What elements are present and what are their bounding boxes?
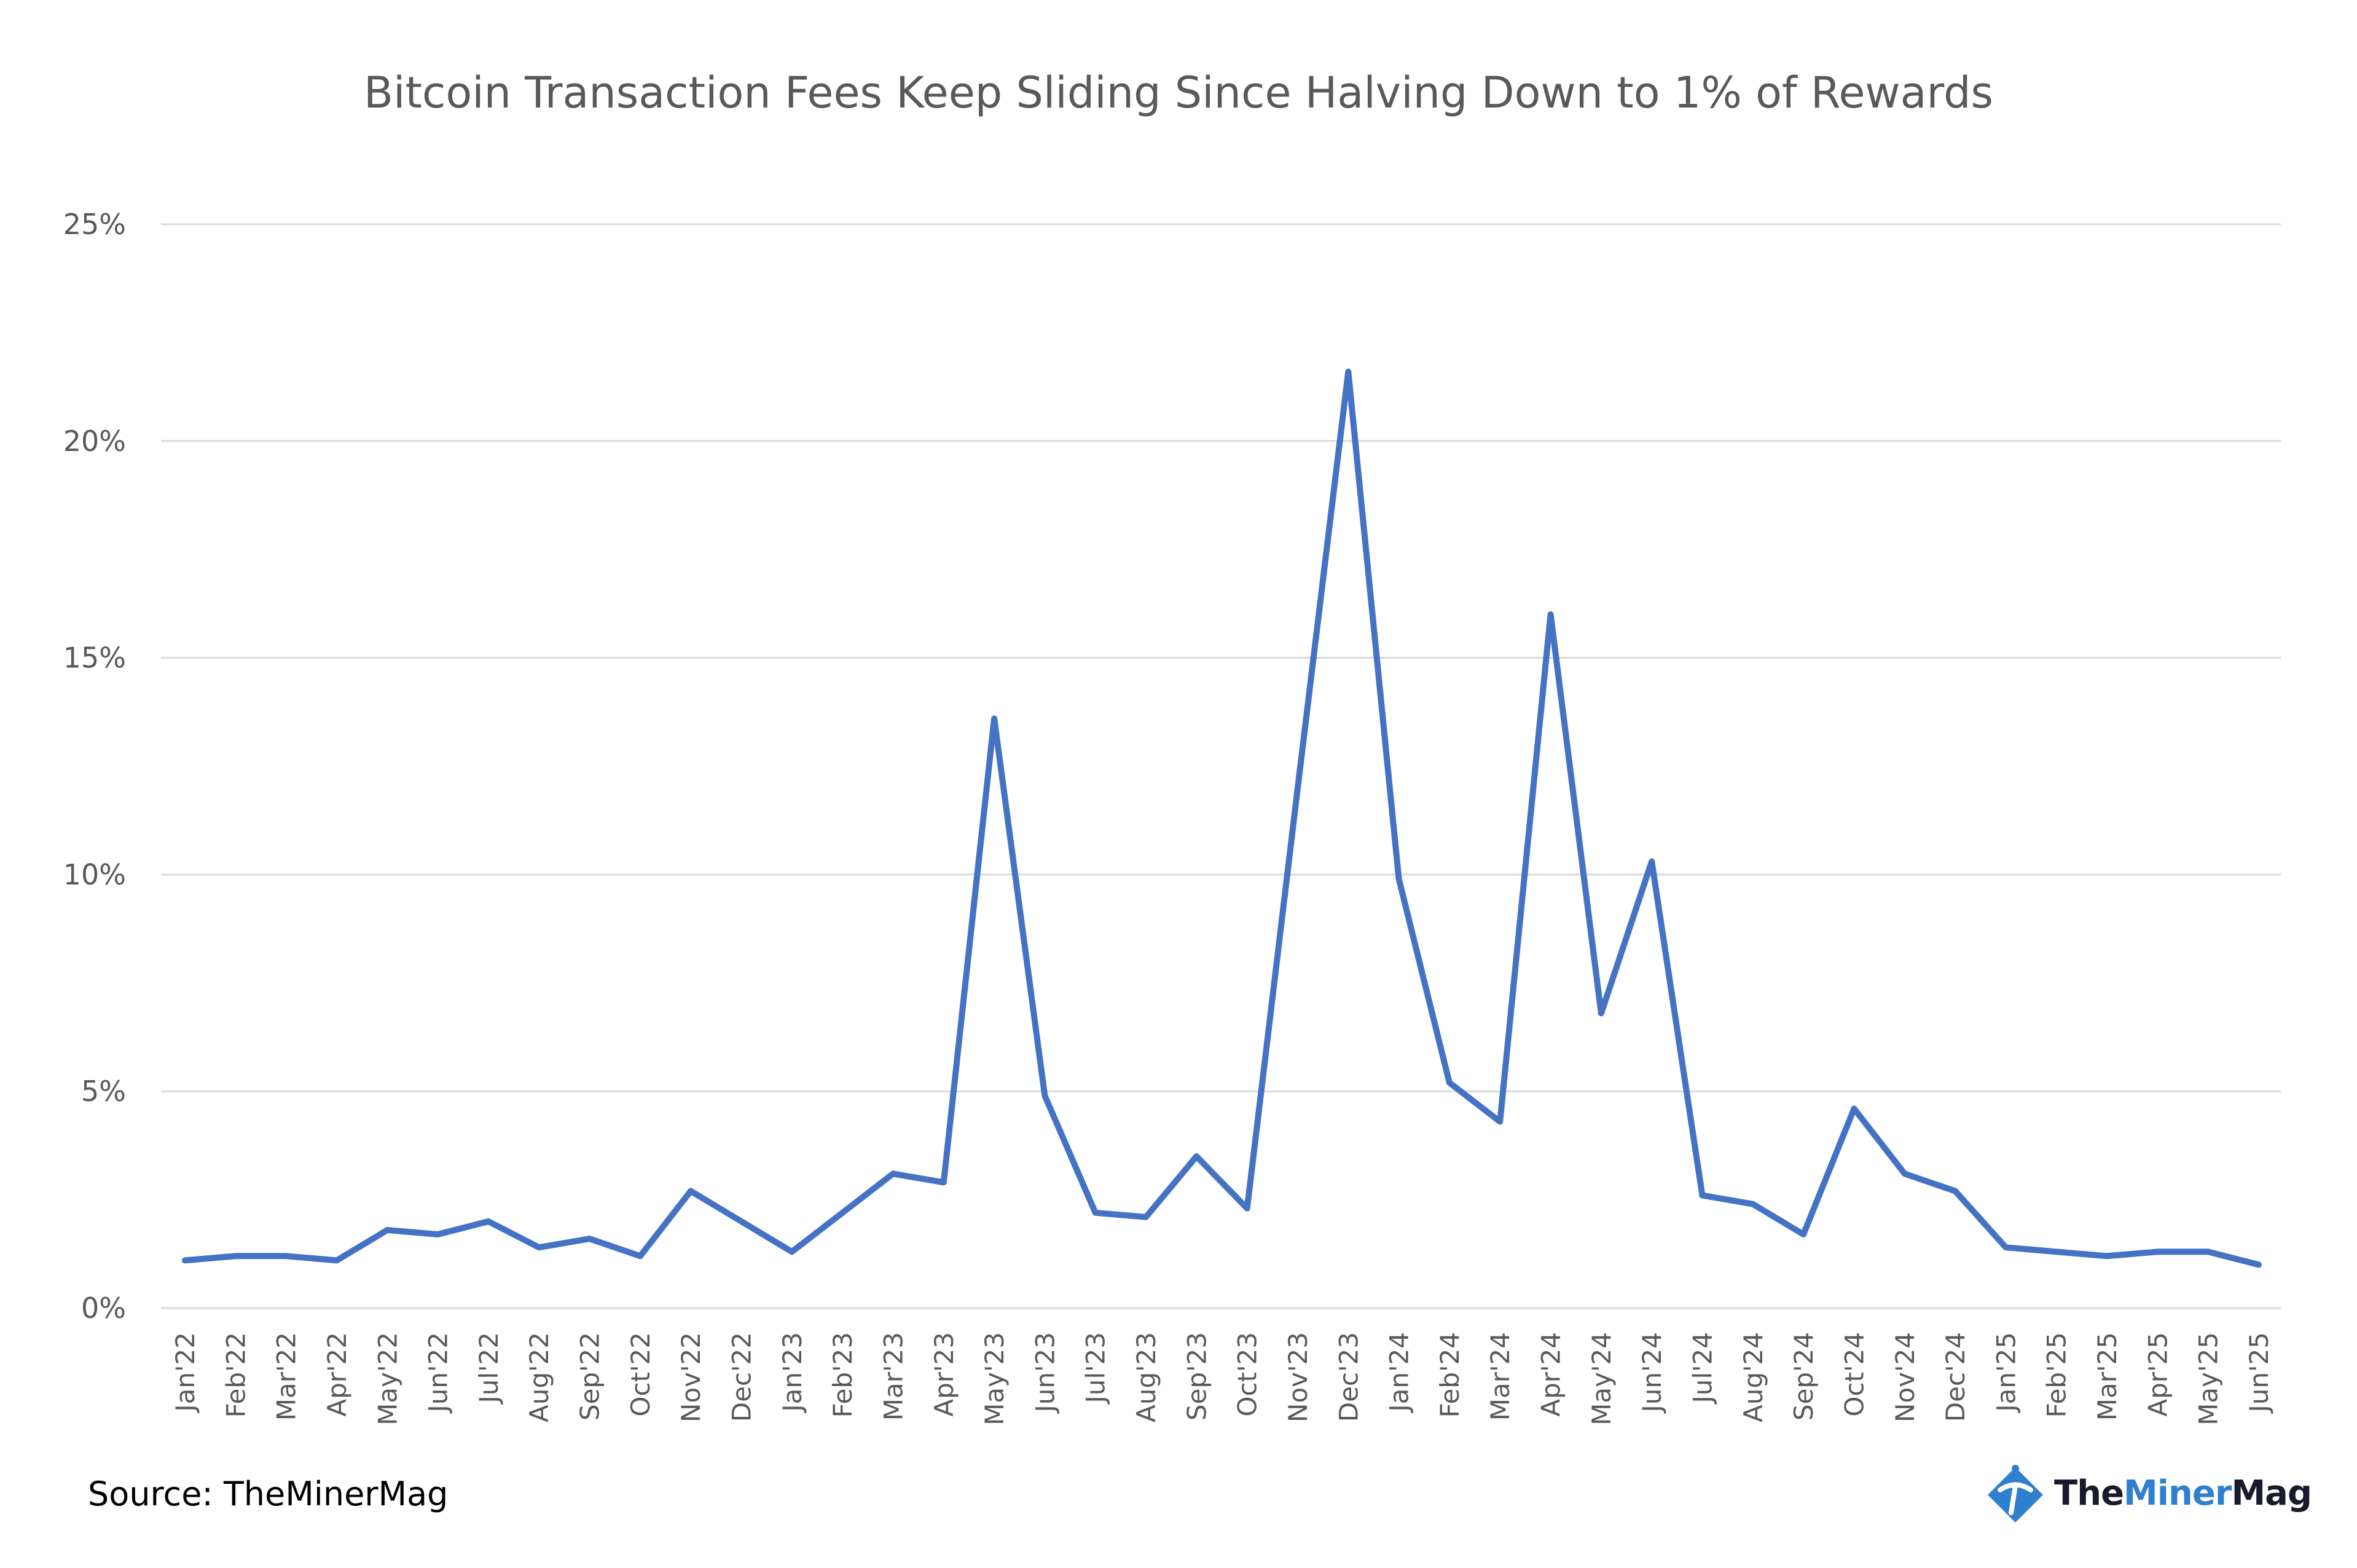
x-tick-label: Jul'23 (1081, 1332, 1111, 1405)
pickaxe-logo-icon (1988, 1465, 2043, 1523)
x-tick-label: Jun'25 (2244, 1332, 2274, 1414)
x-tick-label: Jan'22 (170, 1332, 200, 1414)
x-tick-label: Aug'23 (1131, 1332, 1161, 1422)
y-tick-label: 10% (63, 858, 126, 891)
y-tick-label: 15% (63, 641, 126, 675)
y-axis: 0% 5% 10% 15% 20% 25% (63, 208, 126, 1325)
brand-part-2: Miner (2124, 1473, 2232, 1513)
x-tick-label: May'24 (1586, 1332, 1617, 1425)
brand-part-3: Mag (2231, 1473, 2312, 1513)
x-tick-label: Sep'24 (1789, 1332, 1819, 1421)
x-tick-label: Apr'23 (929, 1332, 959, 1417)
x-tick-label: Dec'24 (1940, 1332, 1971, 1422)
brand-logo: TheMinerMag (1982, 1462, 2312, 1530)
x-tick-label: Jan'25 (1991, 1332, 2021, 1414)
x-tick-label: Jan'23 (777, 1332, 807, 1414)
x-tick-label: May'25 (2194, 1332, 2224, 1425)
x-tick-label: Apr'22 (322, 1332, 352, 1417)
x-tick-label: Oct'24 (1839, 1332, 1869, 1417)
x-tick-label: Feb'25 (2042, 1332, 2072, 1417)
x-tick-label: May'22 (372, 1332, 402, 1425)
x-tick-label: May'23 (979, 1332, 1010, 1425)
x-tick-label: Jun'23 (1030, 1332, 1060, 1414)
y-tick-label: 25% (63, 208, 126, 241)
x-tick-label: Nov'22 (676, 1332, 706, 1422)
x-tick-label: Dec'23 (1333, 1332, 1363, 1422)
x-tick-label: Aug'24 (1738, 1332, 1768, 1422)
series-line (182, 368, 2262, 1268)
x-tick-label: Mar'22 (272, 1332, 302, 1421)
x-axis: Jan'22 Feb'22 Mar'22 Apr'22 May'22 Jun'22 Jul'… (170, 1332, 2274, 1425)
x-tick-label: Apr'24 (1536, 1332, 1566, 1417)
x-tick-label: Oct'23 (1233, 1332, 1263, 1417)
x-tick-label: Sep'22 (575, 1332, 605, 1421)
chart-title: Bitcoin Transaction Fees Keep Sliding Si… (364, 68, 1993, 118)
brand-wordmark: TheMinerMag (2054, 1473, 2312, 1513)
x-tick-label: Jan'24 (1384, 1332, 1414, 1414)
x-tick-label: Mar'24 (1485, 1332, 1515, 1421)
x-tick-label: Oct'22 (626, 1332, 656, 1417)
x-tick-label: Mar'25 (2092, 1332, 2122, 1421)
x-tick-label: Mar'23 (878, 1332, 908, 1421)
x-tick-label: Nov'23 (1283, 1332, 1313, 1422)
x-tick-label: Jun'22 (423, 1332, 453, 1414)
gridlines (161, 223, 2281, 1309)
y-tick-label: 0% (81, 1292, 126, 1325)
x-tick-label: Jul'22 (474, 1332, 504, 1405)
x-tick-label: Feb'22 (221, 1332, 251, 1417)
x-tick-label: Feb'23 (828, 1332, 858, 1417)
x-tick-label: Apr'25 (2143, 1332, 2173, 1417)
y-tick-label: 5% (81, 1075, 126, 1108)
x-tick-label: Jun'24 (1637, 1332, 1667, 1414)
x-tick-label: Aug'22 (524, 1332, 554, 1422)
series-group (182, 368, 2262, 1268)
x-tick-label: Jul'24 (1688, 1332, 1718, 1405)
x-tick-label: Nov'24 (1890, 1332, 1920, 1422)
y-tick-label: 20% (63, 425, 126, 458)
source-note: Source: TheMinerMag (88, 1475, 449, 1513)
x-tick-label: Sep'23 (1182, 1332, 1212, 1421)
x-tick-label: Dec'22 (726, 1332, 756, 1422)
brand-part-1: The (2054, 1473, 2124, 1513)
x-tick-label: Feb'24 (1435, 1332, 1465, 1417)
